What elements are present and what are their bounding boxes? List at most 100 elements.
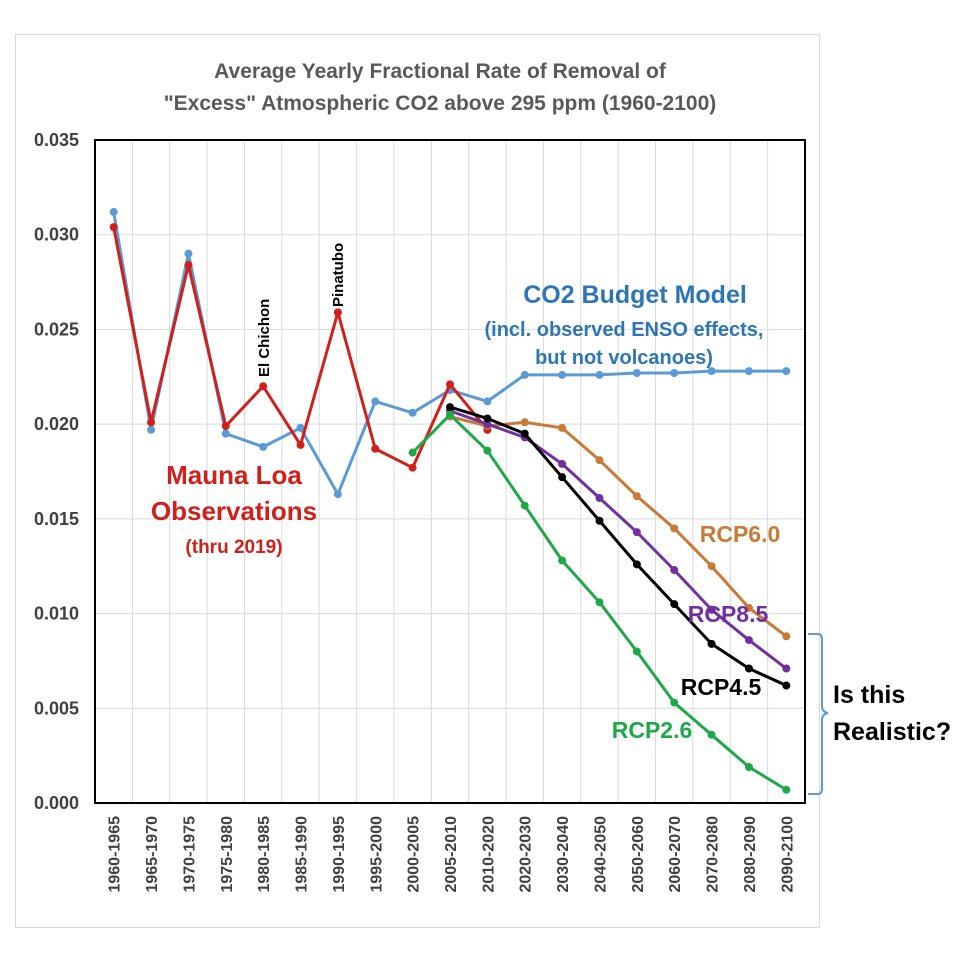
data-point (520, 370, 529, 379)
data-point (221, 429, 230, 438)
mauna-loa-label-3: (thru 2019) (185, 537, 282, 558)
x-tick-label: 1990-1995 (331, 816, 348, 893)
data-point (744, 603, 753, 612)
data-point (782, 681, 791, 690)
data-point (446, 410, 454, 419)
data-point (670, 566, 679, 575)
data-point (483, 414, 492, 423)
data-point (520, 429, 529, 438)
y-tick-label: 0.015 (34, 509, 79, 529)
chart-title-line-1: Average Yearly Fractional Rate of Remova… (214, 60, 667, 83)
x-tick-label: 2090-2100 (779, 816, 796, 893)
data-point (520, 501, 529, 510)
chart-frame (15, 34, 820, 928)
x-tick-label: 1980-1985 (256, 816, 273, 893)
x-tick-label: 2010-2020 (480, 816, 497, 893)
question-bracket (808, 633, 829, 795)
x-tick-label: 1995-2000 (368, 816, 385, 893)
data-point (744, 636, 753, 645)
data-point (782, 632, 791, 641)
data-point (259, 442, 268, 451)
rcp60-label: RCP6.0 (700, 521, 781, 547)
x-tick-label: 1965-1970 (144, 816, 161, 893)
pinatubo-label: Pinatubo (330, 243, 347, 307)
data-point (670, 368, 679, 377)
x-tick-label: 1985-1990 (294, 816, 311, 893)
y-tick-label: 0.025 (34, 319, 79, 339)
data-point (558, 459, 567, 468)
el-chichon-label: El Chichon (256, 299, 273, 377)
data-point (632, 492, 641, 501)
series-rcp4-5 (446, 403, 791, 690)
data-point (707, 730, 716, 739)
data-point (670, 698, 679, 707)
data-point (408, 408, 417, 417)
y-tick-label: 0.030 (34, 225, 79, 245)
x-tick-label: 1975-1980 (219, 816, 236, 893)
series-rcp2-6 (408, 410, 791, 794)
series-layer (109, 207, 791, 794)
question-label-1: Is this (833, 681, 905, 709)
data-point (707, 605, 716, 614)
data-point (595, 456, 604, 465)
series-line (449, 405, 787, 687)
data-point (109, 223, 118, 232)
data-point (707, 562, 716, 571)
x-tick-label: 2000-2005 (406, 816, 423, 893)
data-point (782, 664, 791, 673)
x-tick-label: 2040-2050 (592, 816, 609, 893)
rcp85-label: RCP8.5 (688, 601, 769, 627)
x-axis-ticks: 1960-1965 1965-1970 1970-1975 1975-1980 1980… (107, 816, 797, 893)
data-point (632, 560, 641, 569)
data-point (296, 423, 305, 432)
series-co2-budget-model (109, 207, 791, 499)
data-point (483, 446, 492, 455)
data-point (520, 418, 529, 427)
data-point (595, 370, 604, 379)
y-tick-label: 0.000 (34, 793, 79, 813)
data-point (184, 249, 193, 258)
model-title-label: CO2 Budget Model (523, 281, 747, 309)
data-point (371, 397, 380, 406)
data-point (558, 473, 567, 482)
data-point (221, 422, 230, 431)
chart-title-line-2: "Excess" Atmospheric CO2 above 295 ppm (… (164, 92, 717, 115)
x-tick-label: 2050-2060 (630, 816, 647, 893)
x-tick-label: 2030-2040 (555, 816, 572, 893)
data-point (483, 420, 492, 429)
series-line (449, 409, 788, 670)
data-point (782, 367, 791, 376)
y-axis-ticks: 0.000 0.005 0.010 0.015 0.020 0.025 0.030 0.035 (34, 130, 79, 813)
data-point (670, 600, 679, 609)
data-point (408, 463, 417, 472)
data-point (483, 397, 492, 406)
x-tick-label: 1970-1975 (181, 816, 198, 893)
data-point (595, 494, 604, 503)
data-point (333, 490, 342, 499)
data-point (109, 207, 118, 216)
data-point (595, 516, 604, 525)
data-point (147, 418, 156, 427)
data-point (744, 664, 753, 673)
data-point (632, 647, 641, 656)
data-point (446, 380, 454, 389)
data-point (184, 261, 193, 270)
data-point (670, 524, 679, 533)
x-tick-label: 2070-2080 (705, 816, 722, 893)
model-subtitle-1: (incl. observed ENSO effects, (485, 319, 764, 341)
data-point (707, 367, 716, 376)
data-point (408, 448, 417, 457)
data-point (595, 598, 604, 607)
x-tick-label: 2080-2090 (742, 816, 759, 893)
gridlines (95, 140, 805, 803)
data-point (632, 528, 641, 537)
rcp26-label: RCP2.6 (612, 717, 693, 743)
series-mauna-loa-observations (109, 223, 492, 472)
data-point (259, 382, 268, 391)
data-point (333, 308, 342, 317)
data-point (782, 785, 791, 794)
data-point (147, 425, 156, 434)
model-subtitle-2: but not volcanoes) (535, 347, 713, 369)
plot-area (94, 139, 806, 804)
y-tick-label: 0.010 (34, 604, 79, 624)
